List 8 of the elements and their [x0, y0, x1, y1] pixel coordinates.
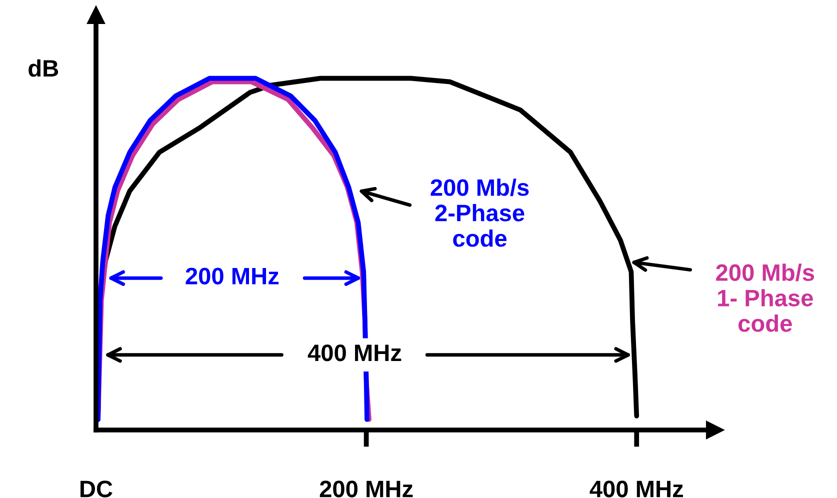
y-axis-title: dB [28, 59, 58, 77]
x-tick-label: DC [80, 480, 112, 498]
annotation: 200 MHz [186, 268, 279, 284]
x-tick-label: 400 MHz [590, 480, 683, 498]
text: 200 Mb/s 1- Phase code [716, 264, 814, 332]
x-tick-label: 200 MHz [320, 480, 413, 498]
annotation: 200 Mb/s 2-Phase code [430, 178, 529, 247]
annotation: 400 MHz [308, 344, 402, 362]
